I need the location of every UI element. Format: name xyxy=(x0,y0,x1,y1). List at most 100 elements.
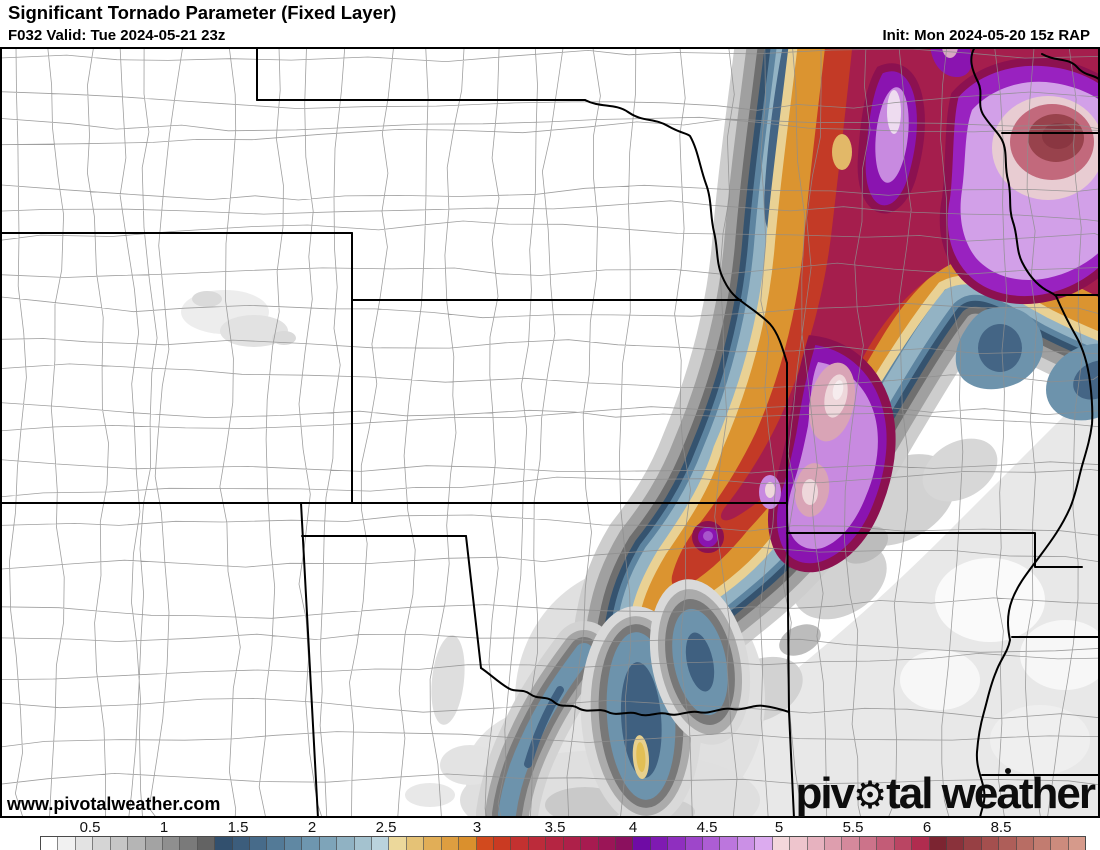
logo-text-tal-we: tal we xyxy=(886,769,998,818)
colorbar-cell xyxy=(250,837,268,850)
logo-text-a: a xyxy=(996,769,1021,818)
border-mo-west xyxy=(786,362,795,818)
colorbar-cell xyxy=(354,837,373,850)
colorbar-cell xyxy=(546,837,564,850)
colorbar-cell xyxy=(615,837,634,850)
colorbar-cell xyxy=(284,837,303,850)
colorbar-cell xyxy=(877,837,895,850)
colorbar-cell xyxy=(476,837,494,850)
colorbar-cell xyxy=(424,837,442,850)
river-missouri xyxy=(584,99,788,364)
stp-shading-low-colorado xyxy=(181,290,296,347)
colorbar-cell xyxy=(807,837,825,850)
map-title: Significant Tornado Parameter (Fixed Lay… xyxy=(8,2,397,23)
colorbar-cell xyxy=(1051,837,1069,850)
colorbar-cell xyxy=(441,837,460,850)
colorbar-cell xyxy=(720,837,738,850)
river-mississippi xyxy=(970,47,1094,818)
colorbar-cell xyxy=(162,837,181,850)
colorbar-tick-label: 2 xyxy=(307,819,317,836)
colorbar-tick-label: 4 xyxy=(628,819,638,836)
pivotal-weather-logo: piv⚙tal weather xyxy=(795,769,1096,818)
colorbar-cell xyxy=(232,837,251,850)
colorbar-tick-label: 1.5 xyxy=(227,819,249,836)
colorbar-tick-label: 2.5 xyxy=(375,819,397,836)
colorbar-cell xyxy=(372,837,390,850)
colorbar-cell xyxy=(302,837,320,850)
watermark-url: www.pivotalweather.com xyxy=(7,794,221,814)
colorbar-cell xyxy=(406,837,425,850)
county-line-mesh xyxy=(0,47,1100,818)
colorbar-cell xyxy=(75,837,94,850)
colorbar-cell xyxy=(1034,837,1052,850)
colorbar-cell xyxy=(93,837,111,850)
gear-icon: ⚙ xyxy=(853,773,887,817)
colorbar-cell xyxy=(755,837,773,850)
colorbar-cell xyxy=(180,837,198,850)
colorbar-cell xyxy=(668,837,686,850)
river-top-right xyxy=(1041,53,1100,81)
colorbar-tick-label: 6 xyxy=(922,819,932,836)
stp-yellow-spot xyxy=(636,742,646,773)
border-mo-ar xyxy=(786,532,1083,568)
colorbar-cell xyxy=(267,837,285,850)
colorbar-cell xyxy=(737,837,756,850)
colorbar-cell xyxy=(581,837,599,850)
county-lines xyxy=(0,47,1100,818)
colorbar-tick-label: 0.5 xyxy=(79,819,101,836)
colorbar: 0.5 1 1.5 2 2.5 3 3.5 4 4.5 5 5.5 6 8.5 xyxy=(0,818,1100,850)
colorbar-cell xyxy=(703,837,721,850)
colorbar-cell xyxy=(964,837,982,850)
colorbar-cell xyxy=(1068,837,1086,850)
stp-blue-finger-southwest xyxy=(476,621,615,818)
colorbar-cell xyxy=(633,837,651,850)
colorbar-cell xyxy=(58,837,76,850)
colorbar-cell xyxy=(145,837,163,850)
colorbar-cell xyxy=(110,837,129,850)
colorbar-tick-label: 3.5 xyxy=(544,819,566,836)
colorbar-cell xyxy=(197,837,216,850)
colorbar-cell xyxy=(790,837,808,850)
border-nm-tx xyxy=(300,502,319,818)
colorbar-cell xyxy=(319,837,338,850)
colorbar-cell xyxy=(528,837,547,850)
state-borders xyxy=(0,47,1100,818)
colorbar-cell xyxy=(389,837,407,850)
colorbar-cell xyxy=(842,837,860,850)
colorbar-cell xyxy=(859,837,878,850)
river-red xyxy=(480,667,790,717)
header: Significant Tornado Parameter (Fixed Lay… xyxy=(0,0,1100,47)
colorbar-cell xyxy=(999,837,1017,850)
colorbar-tick-label: 8.5 xyxy=(990,819,1012,836)
valid-time: F032 Valid: Tue 2024-05-21 23z xyxy=(8,27,226,44)
colorbar-cell xyxy=(981,837,1000,850)
colorbar-cell xyxy=(912,837,930,850)
colorbar-cell xyxy=(946,837,965,850)
logo-text-piv: piv xyxy=(795,769,855,818)
map-frame xyxy=(0,47,1100,818)
colorbar-cell xyxy=(685,837,704,850)
weather-map: www.pivotalweather.com piv⚙tal weather xyxy=(0,47,1100,818)
map-canvas xyxy=(0,47,1100,818)
border-tx-ok xyxy=(465,535,482,669)
colorbar-cell xyxy=(337,837,355,850)
colorbar-tick-label: 1 xyxy=(159,819,169,836)
colorbar-cell xyxy=(459,837,477,850)
colorbar-cell xyxy=(772,837,791,850)
colorbar-cell xyxy=(598,837,616,850)
colorbar-cell xyxy=(824,837,843,850)
colorbar-cell xyxy=(929,837,947,850)
colorbar-tick-label: 5 xyxy=(774,819,784,836)
colorbar-cell xyxy=(215,837,233,850)
colorbar-cell xyxy=(894,837,913,850)
colorbar-cell xyxy=(493,837,512,850)
colorbar-cell xyxy=(128,837,146,850)
colorbar-cell xyxy=(1016,837,1035,850)
colorbar-tick-label: 3 xyxy=(472,819,482,836)
colorbar-cell xyxy=(511,837,529,850)
colorbar-cell xyxy=(41,837,59,850)
logo-text-ther: ther xyxy=(1018,769,1096,818)
init-time: Init: Mon 2024-05-20 15z RAP xyxy=(882,27,1090,44)
colorbar-tick-label: 5.5 xyxy=(842,819,864,836)
